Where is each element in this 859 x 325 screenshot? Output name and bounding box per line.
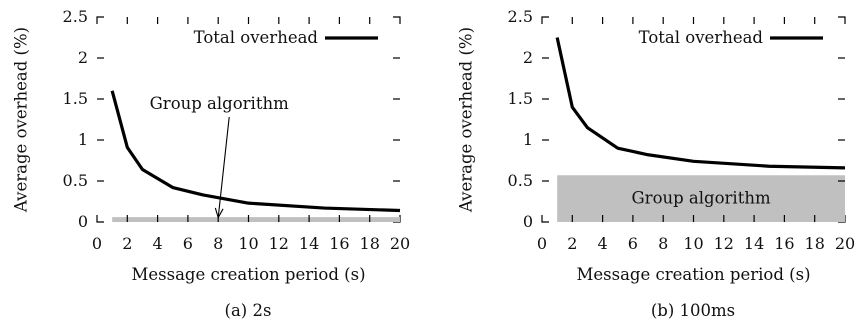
annotation-arrowhead <box>214 207 224 219</box>
y-axis-label: Average overhead (%) <box>12 27 31 213</box>
y-tick-label: 0 <box>78 212 88 231</box>
group-algorithm-area-label: Group algorithm <box>632 189 771 208</box>
y-tick-label: 1.5 <box>63 89 88 108</box>
y-tick-label: 2.5 <box>63 7 88 26</box>
x-tick-label: 18 <box>805 234 825 253</box>
chart-panel-2: 0 0.5 1 1.5 2 2.5 0 2 4 6 8 10 12 14 16 18 20 Total overh… <box>457 7 856 320</box>
subfigure-caption: (b) 100ms <box>651 301 735 320</box>
x-tick-label: 8 <box>213 234 223 253</box>
x-tick-label: 4 <box>153 234 163 253</box>
subfigure-caption: (a) 2s <box>225 301 272 320</box>
x-tick-label: 2 <box>122 234 132 253</box>
x-axis-label: Message creation period (s) <box>131 265 365 284</box>
x-tick-label: 14 <box>299 234 319 253</box>
x-tick-label: 6 <box>183 234 193 253</box>
x-tick-label: 14 <box>744 234 764 253</box>
legend-label: Total overhead <box>639 28 764 47</box>
group-algorithm-area <box>112 217 401 222</box>
y-tick-label: 2.5 <box>508 7 533 26</box>
x-tick-label: 16 <box>774 234 794 253</box>
y-axis-label: Average overhead (%) <box>457 27 476 213</box>
x-tick-label: 6 <box>628 234 638 253</box>
plot-frame-corners <box>541 16 846 223</box>
x-tick-label: 20 <box>835 234 855 253</box>
x-tick-label: 18 <box>360 234 380 253</box>
y-tick-label: 1 <box>523 130 533 149</box>
x-tick-label: 0 <box>92 234 102 253</box>
x-tick-label: 0 <box>537 234 547 253</box>
x-tick-label: 12 <box>714 234 734 253</box>
annotation-arrow <box>217 116 230 218</box>
x-tick-label: 12 <box>269 234 289 253</box>
y-tick-label: 0.5 <box>63 171 88 190</box>
y-tick-label: 2 <box>78 48 88 67</box>
x-tick-label: 2 <box>567 234 577 253</box>
group-algorithm-area <box>557 175 845 222</box>
y-tick-label: 0 <box>523 212 533 231</box>
x-tick-label: 10 <box>238 234 258 253</box>
total-overhead-line <box>555 37 846 170</box>
y-tick-label: 0.5 <box>508 171 533 190</box>
total-overhead-line <box>110 90 401 213</box>
x-tick-label: 4 <box>598 234 608 253</box>
x-axis-label: Message creation period (s) <box>576 265 810 284</box>
x-tick-label: 20 <box>390 234 410 253</box>
legend-label: Total overhead <box>194 28 319 47</box>
group-algorithm-annotation: Group algorithm <box>150 94 289 113</box>
x-tick-label: 8 <box>658 234 668 253</box>
x-tick-label: 16 <box>329 234 349 253</box>
y-tick-label: 2 <box>523 48 533 67</box>
y-tick-label: 1.5 <box>508 89 533 108</box>
y-tick-label: 1 <box>78 130 88 149</box>
x-tick-label: 10 <box>683 234 703 253</box>
chart-panel-1: 0 0.5 1 1.5 2 2.5 0 2 4 6 8 10 12 14 16 18 20 Total overh… <box>12 7 411 320</box>
plot-frame-corners <box>96 16 401 223</box>
